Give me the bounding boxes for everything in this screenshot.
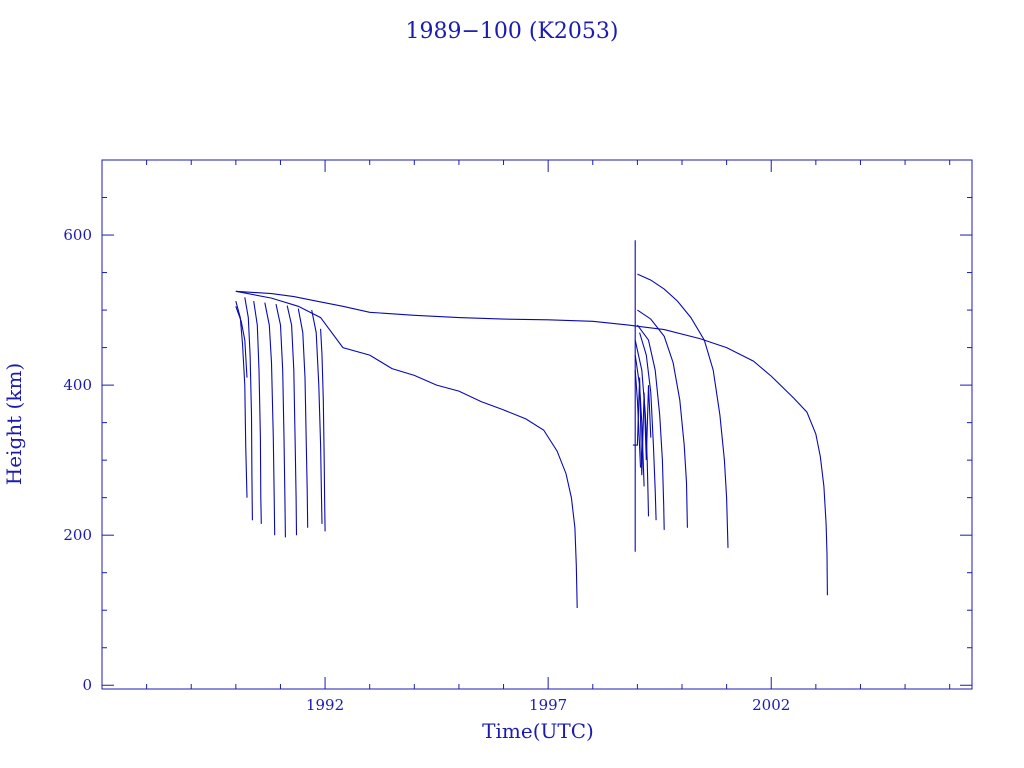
x-tick-label: 2002 <box>752 696 790 714</box>
series-line <box>244 297 253 521</box>
series-line <box>632 377 652 476</box>
series-group <box>235 240 828 609</box>
series-line <box>639 332 657 521</box>
series-line <box>311 309 323 524</box>
plot-frame <box>101 159 973 690</box>
x-tick-label: 1997 <box>529 696 567 714</box>
x-tick-label: 1992 <box>306 696 344 714</box>
series-line <box>286 305 298 536</box>
y-tick-label: 0 <box>82 676 92 694</box>
chart-title: 1989−100 (K2053) <box>406 19 619 44</box>
series-line <box>264 302 276 536</box>
series-line <box>253 301 262 524</box>
series-line <box>320 328 326 532</box>
y-tick-label: 200 <box>63 526 92 544</box>
series-line <box>636 324 665 530</box>
axis-ticks <box>101 160 972 689</box>
series-line <box>275 303 286 538</box>
x-axis-label: Time(UTC) <box>482 719 594 743</box>
series-line <box>637 273 729 548</box>
series-line <box>235 290 828 596</box>
y-axis-label: Height (km) <box>2 363 26 485</box>
series-line <box>637 309 688 528</box>
series-line <box>634 339 650 517</box>
y-tick-label: 400 <box>63 376 92 394</box>
series-line <box>235 300 248 498</box>
tick-labels: 1992 1997 2002 0 200 400 600 <box>63 226 790 714</box>
series-line <box>297 308 309 528</box>
series-line <box>634 355 645 487</box>
y-tick-label: 600 <box>63 226 92 244</box>
series-line <box>235 290 578 609</box>
series-line <box>235 306 248 378</box>
